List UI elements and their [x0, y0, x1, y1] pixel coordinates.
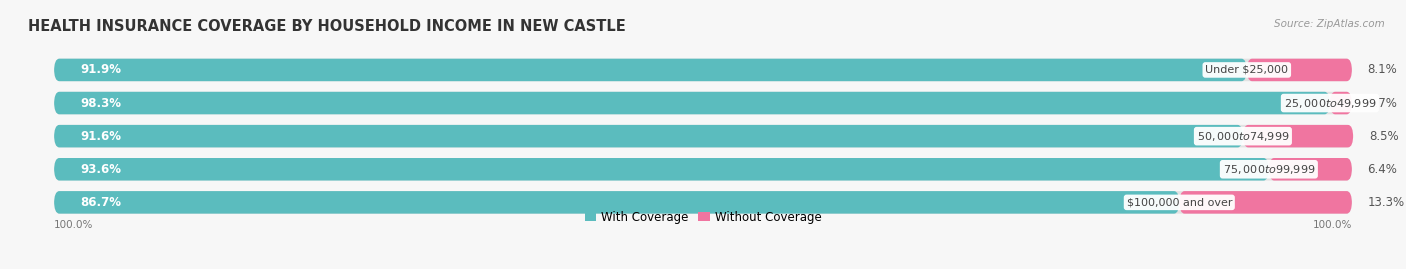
Text: Source: ZipAtlas.com: Source: ZipAtlas.com	[1274, 19, 1385, 29]
Text: Under $25,000: Under $25,000	[1205, 65, 1288, 75]
FancyBboxPatch shape	[53, 59, 1247, 81]
Text: 91.9%: 91.9%	[80, 63, 121, 76]
FancyBboxPatch shape	[53, 92, 1330, 114]
FancyBboxPatch shape	[53, 125, 1353, 147]
FancyBboxPatch shape	[53, 158, 1268, 180]
Text: $100,000 and over: $100,000 and over	[1126, 197, 1232, 207]
FancyBboxPatch shape	[53, 158, 1353, 180]
FancyBboxPatch shape	[53, 92, 1353, 114]
Text: $75,000 to $99,999: $75,000 to $99,999	[1223, 163, 1315, 176]
FancyBboxPatch shape	[53, 191, 1180, 214]
FancyBboxPatch shape	[1247, 59, 1353, 81]
Text: $50,000 to $74,999: $50,000 to $74,999	[1197, 130, 1289, 143]
FancyBboxPatch shape	[53, 191, 1353, 214]
FancyBboxPatch shape	[1180, 191, 1353, 214]
Text: HEALTH INSURANCE COVERAGE BY HOUSEHOLD INCOME IN NEW CASTLE: HEALTH INSURANCE COVERAGE BY HOUSEHOLD I…	[28, 19, 626, 34]
Text: 93.6%: 93.6%	[80, 163, 121, 176]
Text: 98.3%: 98.3%	[80, 97, 121, 109]
Text: 91.6%: 91.6%	[80, 130, 121, 143]
FancyBboxPatch shape	[1268, 158, 1353, 180]
Text: 8.5%: 8.5%	[1369, 130, 1399, 143]
Text: 100.0%: 100.0%	[1313, 220, 1353, 229]
FancyBboxPatch shape	[1330, 92, 1353, 114]
FancyBboxPatch shape	[53, 59, 1353, 81]
Text: 13.3%: 13.3%	[1368, 196, 1405, 209]
Text: 1.7%: 1.7%	[1368, 97, 1398, 109]
FancyBboxPatch shape	[53, 125, 1243, 147]
Text: 6.4%: 6.4%	[1368, 163, 1398, 176]
Text: 86.7%: 86.7%	[80, 196, 121, 209]
FancyBboxPatch shape	[1243, 125, 1353, 147]
Legend: With Coverage, Without Coverage: With Coverage, Without Coverage	[579, 206, 827, 228]
Text: $25,000 to $49,999: $25,000 to $49,999	[1284, 97, 1376, 109]
Text: 8.1%: 8.1%	[1368, 63, 1398, 76]
Text: 100.0%: 100.0%	[53, 220, 93, 229]
